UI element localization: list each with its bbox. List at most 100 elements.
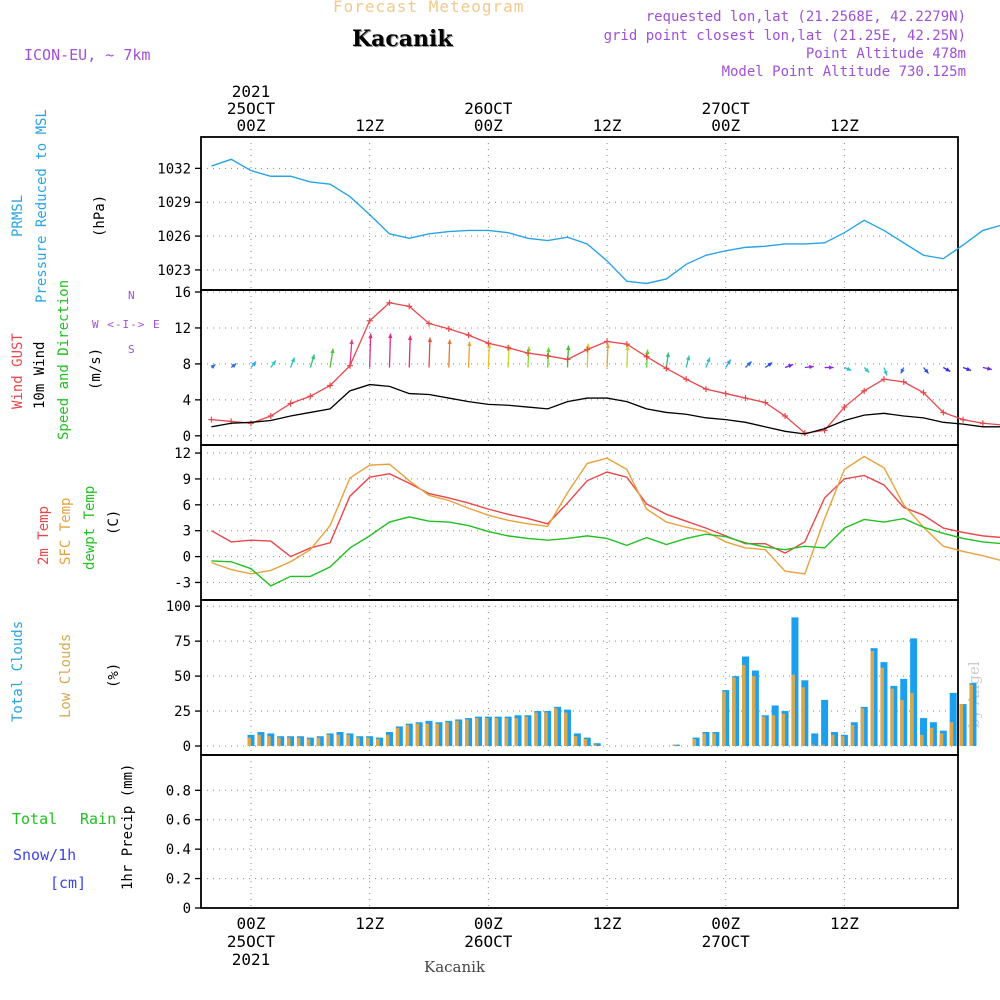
y-tick-label: 9 xyxy=(183,472,191,488)
series-gust-line xyxy=(211,302,1000,434)
wind-arrow-head xyxy=(685,355,691,361)
series-dewpt-temp-line xyxy=(211,516,1000,587)
low-cloud-bar xyxy=(949,722,954,747)
low-cloud-bar xyxy=(751,676,756,747)
wind-compass-s: S xyxy=(128,343,135,356)
y-tick-label: 0.6 xyxy=(166,813,191,829)
low-cloud-bar xyxy=(504,718,509,747)
model-altitude: Model Point Altitude 730.125m xyxy=(721,64,966,80)
gust-point-marker xyxy=(900,378,907,385)
gust-point-marker xyxy=(346,362,353,369)
wind-arrow-head xyxy=(625,345,630,351)
y-tick-label: 3 xyxy=(183,524,191,540)
panel-frame-precip xyxy=(200,754,959,909)
y-tick-label: 4 xyxy=(183,393,191,409)
low-cloud-bar xyxy=(910,692,914,747)
low-cloud-bar xyxy=(583,739,588,747)
low-cloud-bar xyxy=(316,737,321,747)
low-cloud-bar xyxy=(326,734,331,747)
low-cloud-bar xyxy=(860,708,865,747)
low-cloud-bar xyxy=(920,734,924,747)
gust-point-marker xyxy=(366,317,373,324)
gust-point-marker xyxy=(940,409,947,416)
low-cloud-bar xyxy=(959,704,964,747)
panel-frame-pressure xyxy=(200,136,959,291)
top-time-label: 00Z xyxy=(711,116,740,135)
wind-arrow-head xyxy=(388,333,393,339)
top-time-label: 12Z xyxy=(355,116,384,135)
y-tick-label: 12 xyxy=(174,446,191,462)
point-altitude: Point Altitude 478m xyxy=(805,46,966,62)
top-time-label: 12Z xyxy=(593,116,622,135)
wind-arrow-head xyxy=(846,366,852,371)
gust-point-marker xyxy=(248,420,254,427)
wind-arrow-head xyxy=(864,367,870,373)
low-cloud-bar xyxy=(801,687,805,747)
gust-point-marker xyxy=(702,386,709,393)
gust-point-marker xyxy=(406,303,413,310)
low-cloud-bar xyxy=(870,650,875,747)
low-cloud-bar xyxy=(554,708,558,747)
low-cloud-bar xyxy=(425,723,430,747)
y-tick-label: 1029 xyxy=(157,195,191,211)
location-title: Kacanik xyxy=(352,26,453,52)
top-time-label: 12Z xyxy=(830,116,859,135)
low-cloud-bar xyxy=(346,734,350,747)
grid-point-coords: grid point closest lon,lat (21.25E, 42.2… xyxy=(603,28,966,44)
low-cloud-bar xyxy=(761,716,766,747)
wind-arrow-head xyxy=(645,349,650,355)
gust-point-marker xyxy=(979,420,986,427)
top-time-label: 00Z xyxy=(474,116,503,135)
bottom-time-label: 00Z xyxy=(237,914,266,933)
wind-arrow-head xyxy=(726,359,731,365)
low-cloud-bar xyxy=(573,736,578,747)
low-cloud-bar xyxy=(811,744,815,747)
wind-arrow-head xyxy=(447,339,452,345)
low-cloud-bar xyxy=(296,737,301,747)
gust-point-marker xyxy=(584,346,591,353)
wind-direction-arrow xyxy=(369,333,372,368)
low-cloud-bar xyxy=(831,734,835,747)
wind-arrow-head xyxy=(526,346,531,352)
wind-direction-arrow xyxy=(408,335,411,368)
low-cloud-bar xyxy=(445,722,449,747)
low-cloud-bar xyxy=(563,712,568,747)
low-cloud-bar xyxy=(494,718,499,747)
bottom-time-label: 00Z xyxy=(711,914,740,933)
gust-point-marker xyxy=(663,365,670,372)
y-tick-label: 75 xyxy=(174,634,191,650)
wind-arrow-head xyxy=(788,364,794,369)
footer-location: Kacanik xyxy=(424,958,486,976)
y-tick-label: 50 xyxy=(174,669,191,685)
wind-arrow-head xyxy=(349,339,354,345)
low-cloud-bar xyxy=(900,699,904,747)
low-cloud-bar xyxy=(267,736,271,747)
wind-compass: W <-I-> E xyxy=(92,318,161,331)
wind-arrow-head xyxy=(767,362,773,367)
wind-direction-arrow xyxy=(388,333,392,368)
bottom-time-label: 12Z xyxy=(830,914,859,933)
low-cloud-bar xyxy=(850,725,855,747)
wind-arrow-head xyxy=(829,365,834,370)
gust-point-marker xyxy=(782,413,789,420)
wind-arrow-head xyxy=(706,357,711,363)
gust-point-marker xyxy=(426,320,433,327)
series-prmsl-line xyxy=(211,158,1000,285)
low-cloud-bar xyxy=(484,718,489,747)
gust-point-marker xyxy=(287,400,294,407)
wind-arrow-head xyxy=(883,370,888,376)
wind-arrow-head xyxy=(310,354,316,360)
low-cloud-bar xyxy=(929,727,934,747)
y-tick-label: 100 xyxy=(166,599,191,615)
y-tick-label: 0 xyxy=(183,429,191,445)
wind-arrow-head xyxy=(900,368,905,374)
gust-point-marker xyxy=(722,390,729,397)
wind-arrow-head xyxy=(746,361,752,367)
wind-arrow-head xyxy=(290,357,295,363)
low-cloud-bar xyxy=(257,734,261,747)
y-tick-label: 25 xyxy=(174,704,191,720)
y-tick-label: 0.8 xyxy=(166,783,191,799)
wind-arrow-head xyxy=(986,366,992,371)
gust-point-marker xyxy=(742,395,749,402)
